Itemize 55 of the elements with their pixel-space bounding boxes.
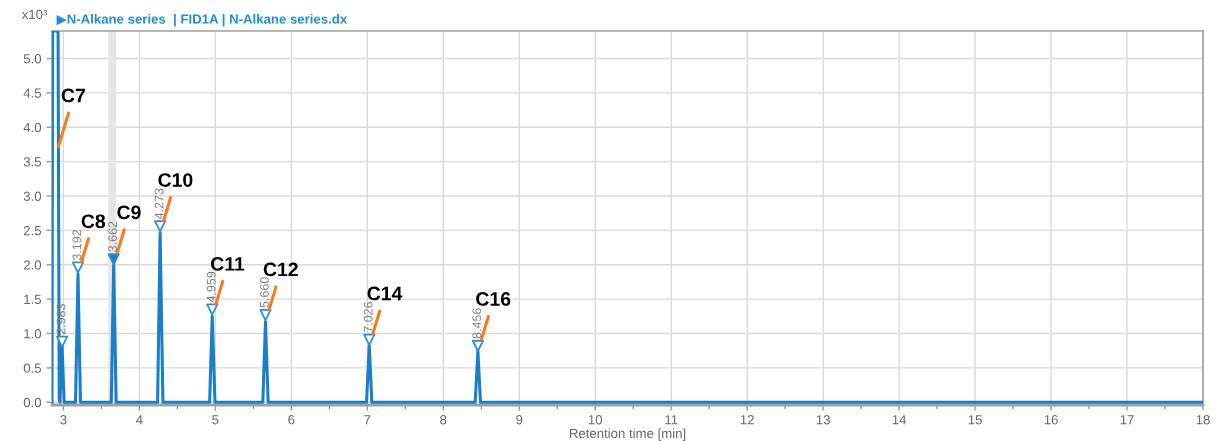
x-tick-label: 3 xyxy=(60,415,67,425)
x-tick-label: 15 xyxy=(968,415,982,425)
annotation: C12 xyxy=(263,262,298,277)
y-tick-label: 3.5 xyxy=(23,157,42,167)
point xyxy=(56,335,69,348)
annotation: 5.660 xyxy=(259,277,269,308)
x-tick-label: 9 xyxy=(516,415,523,425)
annotation: 2.983 xyxy=(56,304,66,335)
x-tick-label: 6 xyxy=(288,415,295,425)
annotation: 3.662 xyxy=(108,221,118,252)
x-tick-label: 7 xyxy=(364,415,371,425)
x-tick-label: 10 xyxy=(588,415,603,425)
x-axis-title: Retention time [min] xyxy=(569,428,686,441)
chart-title: ▶N-Alkane series | FID1A | N-Alkane series.dx xyxy=(56,14,348,27)
annotation: C7 xyxy=(61,88,85,103)
x-tick-label: 4 xyxy=(136,415,143,425)
annotation: 8.456 xyxy=(472,308,482,339)
x-tick-label: 11 xyxy=(665,415,678,425)
x-tick-label: 18 xyxy=(1196,415,1210,425)
y-tick-label: 4.5 xyxy=(23,88,42,98)
x-tick-label: 5 xyxy=(212,415,219,425)
annotation: C9 xyxy=(117,205,141,220)
point xyxy=(107,253,120,266)
x-tick-label: 8 xyxy=(440,415,447,425)
x-tick-label: 14 xyxy=(892,415,907,425)
y-tick-label: 4.0 xyxy=(23,122,42,133)
point xyxy=(71,261,85,274)
x-tick-label: 16 xyxy=(1044,415,1058,425)
annotation: C14 xyxy=(367,286,403,301)
annotation: C11 xyxy=(211,257,245,271)
point xyxy=(154,220,167,233)
annotation: C16 xyxy=(476,292,511,306)
x-tick-label: 13 xyxy=(816,415,830,425)
point xyxy=(363,333,376,346)
annotation: C10 xyxy=(158,173,193,187)
y-tick-label: 1.0 xyxy=(24,329,42,339)
y-tick-label: 0.5 xyxy=(23,363,42,373)
y-tick-label: 0.0 xyxy=(23,397,42,408)
y-tick-label: 2.0 xyxy=(23,260,42,270)
point xyxy=(471,339,484,352)
annotation: 3.192 xyxy=(72,229,82,261)
x-tick-label: 17 xyxy=(1120,415,1134,425)
y-axis-title: x10³ xyxy=(21,9,48,20)
line-series xyxy=(52,31,1203,404)
annotation: C8 xyxy=(81,214,106,229)
annotation: 4.959 xyxy=(206,271,216,303)
y-tick-label: 1.5 xyxy=(24,294,42,305)
point xyxy=(259,308,272,321)
y-tick-label: 3.0 xyxy=(23,191,42,201)
y-tick-label: 2.5 xyxy=(23,225,42,236)
x-tick-label: 12 xyxy=(740,415,754,425)
point xyxy=(206,303,219,316)
annotation: 4.273 xyxy=(154,188,164,220)
y-tick-label: 5.0 xyxy=(23,54,42,64)
annotation: 7.026 xyxy=(363,302,373,333)
